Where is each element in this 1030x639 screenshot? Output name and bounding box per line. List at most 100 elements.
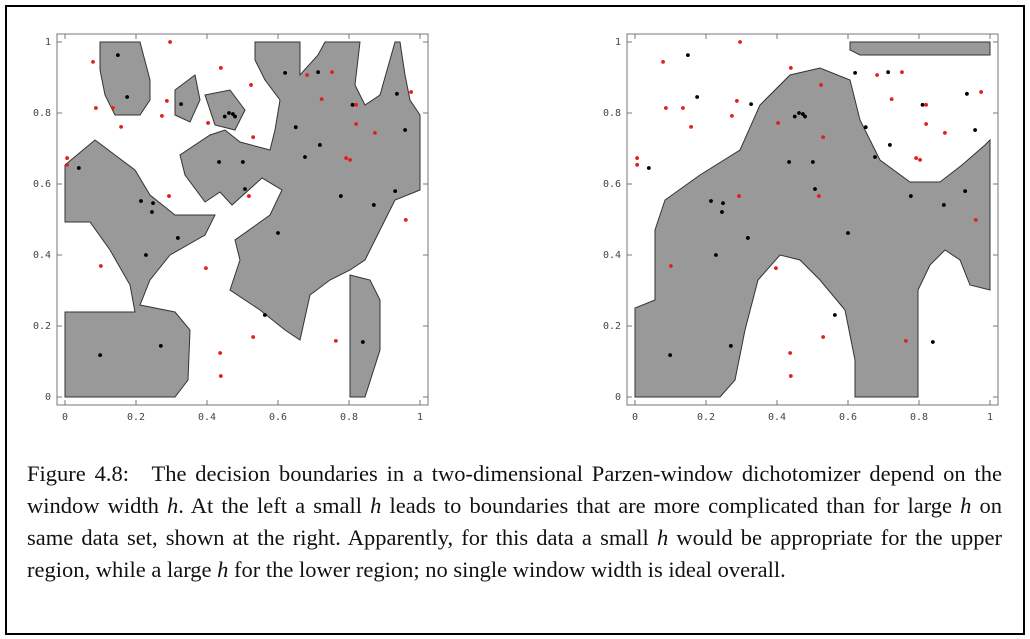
data-point — [251, 335, 256, 339]
data-point — [348, 157, 352, 162]
data-point — [903, 339, 908, 343]
data-point — [393, 189, 398, 194]
math-symbol: h — [217, 557, 229, 582]
data-point — [276, 231, 280, 235]
y-tick-label: 0 — [45, 392, 51, 403]
data-point — [167, 194, 171, 198]
data-point — [168, 40, 172, 44]
data-point — [914, 156, 919, 160]
data-point — [218, 374, 223, 378]
data-point — [930, 340, 935, 344]
data-point — [920, 102, 925, 107]
data-point — [222, 114, 227, 119]
data-point — [179, 102, 183, 107]
data-point — [93, 106, 98, 110]
data-point — [227, 111, 231, 115]
x-tick-label: 0.2 — [697, 412, 715, 423]
caption: Figure 4.8: The decision boundaries in a… — [27, 458, 1002, 586]
data-point — [233, 114, 237, 119]
data-point — [98, 353, 103, 358]
data-point — [338, 194, 343, 198]
data-point — [403, 217, 408, 222]
data-point — [663, 106, 668, 110]
data-point — [246, 194, 251, 198]
math-symbol: h — [167, 493, 179, 518]
data-point — [979, 90, 984, 94]
y-tick-label: 0.8 — [603, 108, 621, 119]
data-point — [695, 95, 700, 99]
plot-frame — [626, 33, 999, 406]
data-point — [803, 114, 807, 119]
data-point — [832, 313, 837, 317]
data-point — [164, 99, 169, 103]
data-point — [797, 111, 801, 115]
data-point — [661, 59, 665, 64]
data-point — [788, 66, 793, 70]
data-point — [283, 70, 287, 75]
y-tick-label: 1 — [615, 37, 621, 48]
data-point — [218, 351, 223, 355]
data-point — [730, 113, 734, 118]
data-point — [737, 194, 741, 198]
data-point — [360, 340, 365, 344]
caption-text: would be appropriate for the upper regio… — [27, 525, 1003, 582]
data-point — [821, 135, 826, 140]
data-point — [175, 236, 180, 240]
data-point — [787, 160, 791, 164]
data-point — [119, 124, 123, 129]
data-point — [65, 156, 70, 160]
data-point — [943, 130, 947, 135]
data-point — [681, 106, 685, 110]
data-point — [319, 97, 324, 102]
data-point — [217, 160, 221, 164]
data-point — [801, 112, 805, 116]
data-point — [305, 73, 310, 77]
x-tick-label: 0 — [632, 412, 638, 423]
data-point — [973, 217, 978, 222]
caption-text: Figure 4.8: The decision boundaries in a… — [27, 461, 1002, 518]
data-point — [350, 102, 355, 107]
data-point — [262, 313, 267, 317]
data-point — [293, 125, 298, 130]
x-tick-label: 0.6 — [839, 412, 857, 423]
data-point — [924, 102, 928, 107]
y-tick-label: 0.2 — [33, 321, 51, 332]
data-point — [792, 114, 797, 119]
data-point — [344, 156, 349, 160]
data-point — [810, 160, 815, 164]
x-tick-label: 0 — [62, 412, 68, 423]
data-point — [144, 253, 148, 257]
x-tick-label: 0.8 — [340, 412, 358, 423]
data-point — [317, 143, 322, 147]
data-point — [685, 53, 690, 58]
data-point — [151, 201, 155, 206]
data-point — [816, 194, 821, 198]
data-point — [218, 66, 223, 70]
data-point — [887, 143, 892, 147]
x-tick-label: 0.6 — [269, 412, 287, 423]
data-point — [251, 135, 256, 140]
data-point — [395, 91, 399, 96]
data-point — [908, 194, 913, 198]
math-symbol: h — [960, 493, 972, 518]
data-point — [76, 166, 81, 170]
data-point — [231, 112, 235, 116]
data-point — [875, 73, 880, 77]
data-point — [788, 374, 793, 378]
data-point — [333, 339, 338, 343]
data-point — [354, 102, 358, 107]
y-tick-label: 0.6 — [603, 179, 621, 190]
x-tick-label: 0.2 — [127, 412, 145, 423]
data-point — [150, 210, 154, 214]
data-point — [918, 157, 922, 162]
data-point — [774, 266, 778, 271]
data-point — [720, 210, 724, 214]
data-point — [821, 335, 826, 339]
data-point — [963, 189, 968, 194]
caption-text: for the lower region; no single window w… — [228, 557, 786, 582]
data-point — [240, 160, 245, 164]
x-tick-label: 0.4 — [768, 412, 786, 423]
y-tick-label: 0.8 — [33, 108, 51, 119]
figure-frame — [5, 5, 1025, 635]
data-point — [243, 187, 247, 191]
